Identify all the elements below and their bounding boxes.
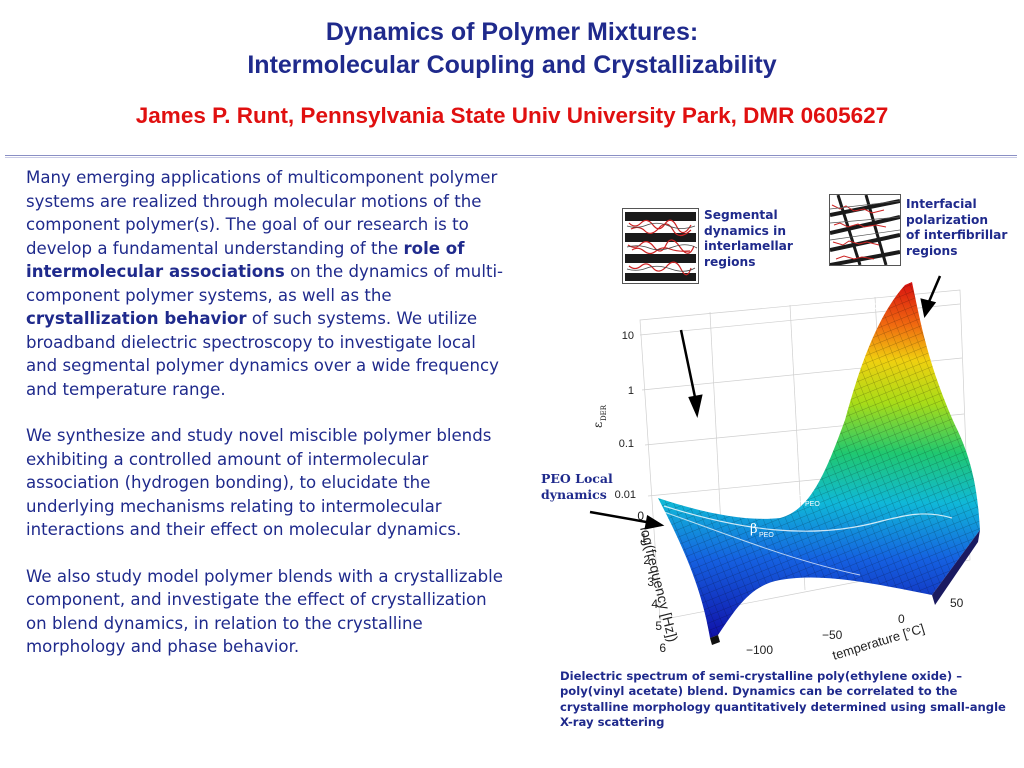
beta-peo-ridge [663,511,861,576]
mws-label: MWS [853,299,882,313]
lamellar-morphology-image [622,208,699,284]
alpha-peo-ridge [663,505,953,532]
paragraph-2: We synthesize and study novel miscible p… [26,426,492,539]
segmental-arrow-shaft [679,329,698,403]
interfacial-note-text-2: of interfibrillar regions [906,228,1008,258]
surface-mesh [658,282,980,638]
alpha-peo-subscript: PEO [805,501,820,508]
p1-emphasis-associations: role of intermolecular associations [26,238,465,282]
header-divider [5,155,1017,156]
z-tick-10: 10 [622,330,634,342]
body-text: Many emerging applications of multicompo… [26,166,510,682]
z-tick-1: 1 [628,385,634,397]
y-tick-4: 4 [651,597,658,611]
segmental-note-text: Segmental dynamics in interlamellar regi… [704,208,793,269]
x-tick-0: 0 [898,612,905,626]
z-tick-0.01: 0.01 [615,489,636,501]
peo-note-line-2: dynamics [541,487,607,502]
paragraph-1: Many emerging applications of multicompo… [26,166,510,401]
dielectric-surface-plot: MWS α PEO β PEO 10 1 0.1 0.01 ε DER 0 1 … [589,275,980,663]
interfacial-arrow-head [920,298,937,318]
x-axis-label: temperature [°C] [830,621,926,663]
y-tick-6: 6 [659,641,666,655]
peo-local-arrow-shaft [589,510,653,525]
header-divider-shadow [5,157,1017,158]
interfacial-arrow-shaft [926,275,942,305]
annotation-arrows [589,275,942,530]
beta-peo-subscript: PEO [759,532,774,539]
p1-text-c: on the dynamics of multi-component polym… [26,262,504,305]
interfacial-note-text-1: Interfacial polarization [906,197,989,227]
interfacial-polarization-note: Interfacial polarization of interfibrill… [906,197,1018,259]
author-line: James P. Runt, Pennsylvania State Univ U… [135,103,889,128]
y-tick-1: 1 [640,531,647,545]
y-tick-5: 5 [655,619,662,633]
segmental-arrow-head [688,394,703,419]
title-line-2: Intermolecular Coupling and Crystallizab… [247,51,777,79]
p1-text-e: of such systems. We utilize broadband di… [26,309,499,399]
z-tick-0.1: 0.1 [619,438,634,450]
fibrillar-morphology-image [829,194,901,267]
p1-emphasis-crystallization: crystallization behavior [26,309,247,328]
z-axis-label: ε [591,422,605,428]
y-tick-3: 3 [647,575,654,589]
peo-note-line-1: PEO Local [541,471,613,486]
z-axis-sub: DER [600,404,608,421]
surface-edge-left [710,635,720,645]
title-line-1: Dynamics of Polymer Mixtures: [325,18,699,46]
beta-peo-symbol: β [750,522,758,537]
x-tick-neg100: −100 [746,643,773,657]
figure-caption: Dielectric spectrum of semi-crystalline … [560,669,1006,729]
surface-edge [932,530,980,605]
peo-local-arrow-head [644,514,665,530]
y-tick-2: 2 [643,553,650,567]
x-tick-50: 50 [950,596,964,610]
p1-text-a: Many emerging applications of multicompo… [26,168,498,258]
y-tick-0: 0 [637,509,644,523]
alpha-peo-symbol: α [796,491,805,506]
peo-local-dynamics-note: PEO Local dynamics [541,471,613,503]
paragraph-3: We also study model polymer blends with … [26,566,503,657]
x-tick-neg50: −50 [822,628,843,642]
segmental-dynamics-note: Segmental dynamics in interlamellar regi… [704,208,804,270]
